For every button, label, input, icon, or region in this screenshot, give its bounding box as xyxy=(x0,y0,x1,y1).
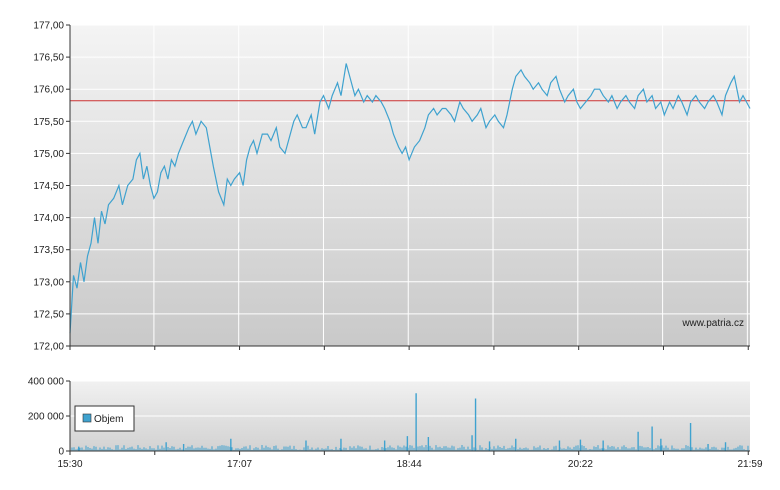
volume-panel: 400 000 200 000 015:30 17:07 18:44 20:22 21:59… xyxy=(28,377,763,471)
time-tick-label: 15:30 xyxy=(57,459,82,470)
price-y-tick-label: 173,50 xyxy=(33,245,64,256)
price-y-tick-label: 176,50 xyxy=(33,53,64,64)
price-y-tick-label: 172,50 xyxy=(33,309,64,320)
legend-swatch xyxy=(82,413,92,423)
price-y-tick-label: 175,50 xyxy=(33,117,64,128)
time-tick-label: 18:44 xyxy=(397,459,422,470)
price-y-tick-label: 177,00 xyxy=(33,21,64,32)
price-panel: 177,00 176,50 176,00 175,50 175,00 174,50 174,… xyxy=(33,21,751,451)
price-y-tick-label: 173,00 xyxy=(33,277,64,288)
watermark: www.patria.cz xyxy=(681,318,744,329)
volume-axis: 400 000 200 000 015:30 17:07 18:44 20:22 21:59 xyxy=(28,377,763,471)
volume-y-tick-label: 200 000 xyxy=(28,412,65,423)
price-y-tick-label: 174,50 xyxy=(33,181,64,192)
volume-bars xyxy=(78,393,727,451)
price-y-tick-label: 175,00 xyxy=(33,149,64,160)
price-y-tick-label: 176,00 xyxy=(33,85,64,96)
price-axis: 177,00 176,50 176,00 175,50 175,00 174,50 174,… xyxy=(33,21,750,353)
price-y-tick-label: 172,00 xyxy=(33,342,64,353)
price-y-tick-label: 174,00 xyxy=(33,213,64,224)
time-tick-label: 17:07 xyxy=(227,459,252,470)
price-series-line xyxy=(69,63,751,334)
time-tick-label: 20:22 xyxy=(568,459,593,470)
time-tick-label: 21:59 xyxy=(737,459,762,470)
volume-y-tick-label: 400 000 xyxy=(28,377,65,388)
legend-label: Objem xyxy=(94,414,123,425)
legend: Objem xyxy=(74,405,135,432)
volume-y-tick-label: 0 xyxy=(58,447,64,458)
